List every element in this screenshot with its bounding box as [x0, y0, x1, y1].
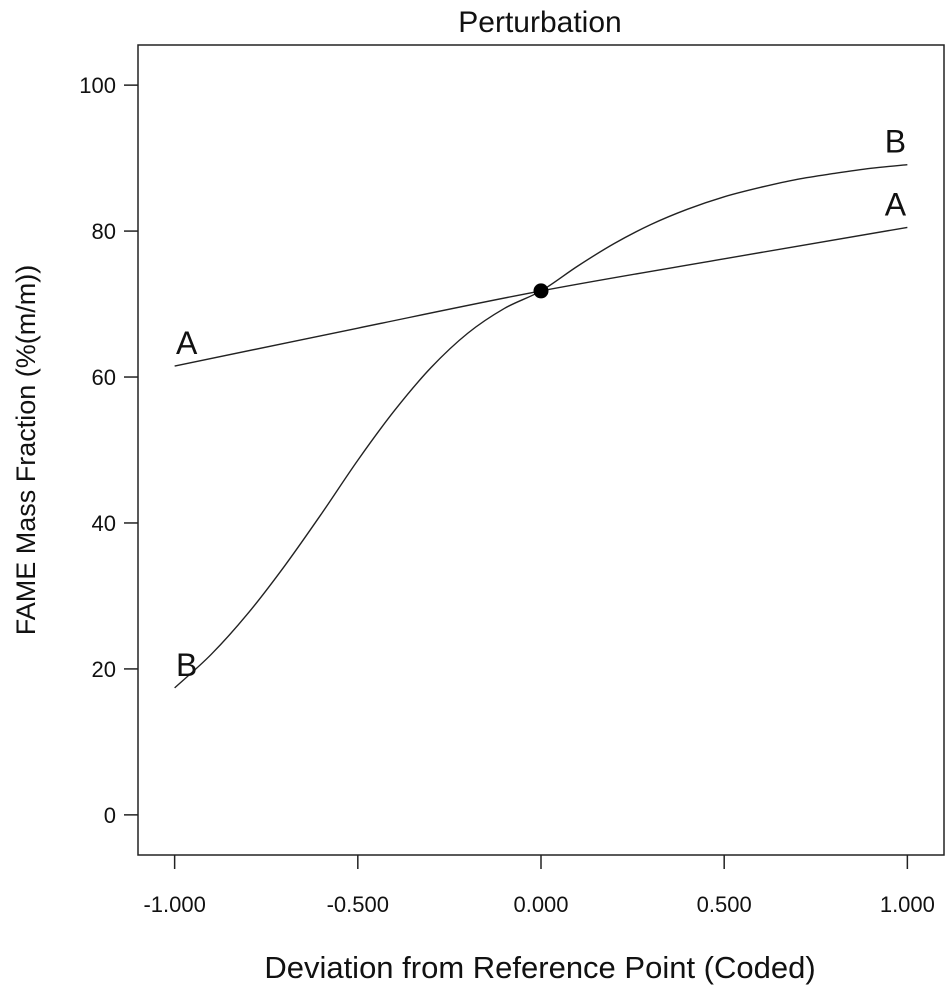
chart-title: Perturbation	[458, 6, 621, 39]
x-tick-label: -0.500	[327, 892, 389, 917]
x-tick-label: 0.500	[697, 892, 752, 917]
y-tick-label: 0	[104, 803, 116, 828]
x-axis: -1.000 -0.500 0.000 0.500 1.000	[143, 855, 934, 917]
x-tick-label: 1.000	[880, 892, 935, 917]
series-label-b-start: B	[176, 647, 197, 683]
series-label-a-start: A	[176, 325, 198, 361]
series-label-a-end: A	[885, 186, 907, 222]
series-label-b-end: B	[885, 124, 906, 160]
series-line-b	[175, 165, 908, 688]
x-tick-label: -1.000	[143, 892, 205, 917]
y-tick-label: 100	[79, 73, 116, 98]
x-axis-label: Deviation from Reference Point (Coded)	[264, 950, 815, 985]
y-tick-label: 20	[92, 657, 116, 682]
y-tick-label: 60	[92, 365, 116, 390]
y-tick-label: 40	[92, 511, 116, 536]
y-tick-label: 80	[92, 219, 116, 244]
series-layer	[175, 165, 908, 688]
reference-point-marker	[534, 283, 549, 298]
plot-frame	[138, 45, 944, 855]
y-axis: 0 20 40 60 80 100	[79, 73, 138, 828]
x-tick-label: 0.000	[513, 892, 568, 917]
y-axis-label: FAME Mass Fraction (%(m/m))	[11, 265, 41, 636]
